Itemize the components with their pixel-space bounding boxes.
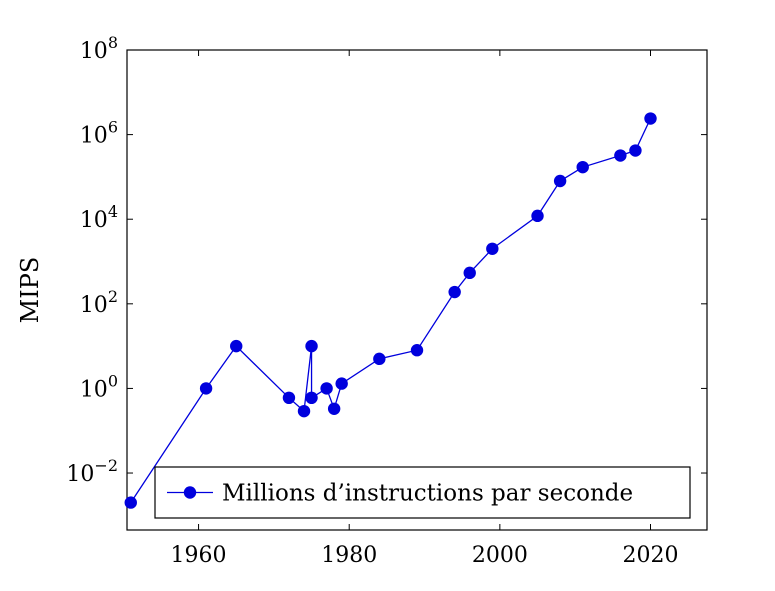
legend: Millions d’instructions par seconde xyxy=(154,466,691,519)
axes-layer: 1960 1980 2000 2020 10−2 100 102 104 106 108 MIPS xyxy=(16,33,708,568)
data-point xyxy=(486,242,499,255)
data-point xyxy=(448,285,461,299)
data-point xyxy=(531,209,544,223)
data-point xyxy=(327,402,341,415)
data-point xyxy=(230,339,243,353)
data-point xyxy=(463,266,476,280)
y-tick-label: 102 xyxy=(80,287,118,318)
x-tick-label: 1980 xyxy=(321,543,377,568)
data-point xyxy=(644,112,657,125)
data-point xyxy=(320,382,333,395)
legend-label: Millions d’instructions par seconde xyxy=(222,481,633,507)
y-tick-label: 104 xyxy=(80,202,118,233)
series-layer xyxy=(124,112,657,509)
legend-marker-swatch xyxy=(183,486,197,499)
data-point xyxy=(124,496,137,509)
data-point xyxy=(297,404,311,418)
plot-frame xyxy=(126,49,708,531)
data-point xyxy=(305,391,318,405)
data-point xyxy=(410,344,424,357)
legend-box xyxy=(154,466,691,519)
x-tick-label: 2020 xyxy=(623,543,679,568)
y-tick-label: 10−2 xyxy=(66,456,118,487)
y-axis-label: MIPS xyxy=(16,257,44,324)
x-tick-label: 2000 xyxy=(472,543,528,568)
y-tick-label: 100 xyxy=(80,371,118,402)
series-line xyxy=(130,118,652,503)
y-tick-label: 106 xyxy=(80,118,118,149)
data-point xyxy=(614,149,627,162)
data-point xyxy=(629,144,642,157)
y-tick-label: 108 xyxy=(80,33,118,64)
data-point xyxy=(335,377,348,390)
data-point xyxy=(305,339,318,353)
data-point xyxy=(199,382,213,395)
data-point xyxy=(576,160,589,174)
data-point xyxy=(282,391,296,405)
data-point xyxy=(553,174,567,188)
data-point xyxy=(373,352,386,366)
x-tick-label: 1960 xyxy=(171,543,227,568)
